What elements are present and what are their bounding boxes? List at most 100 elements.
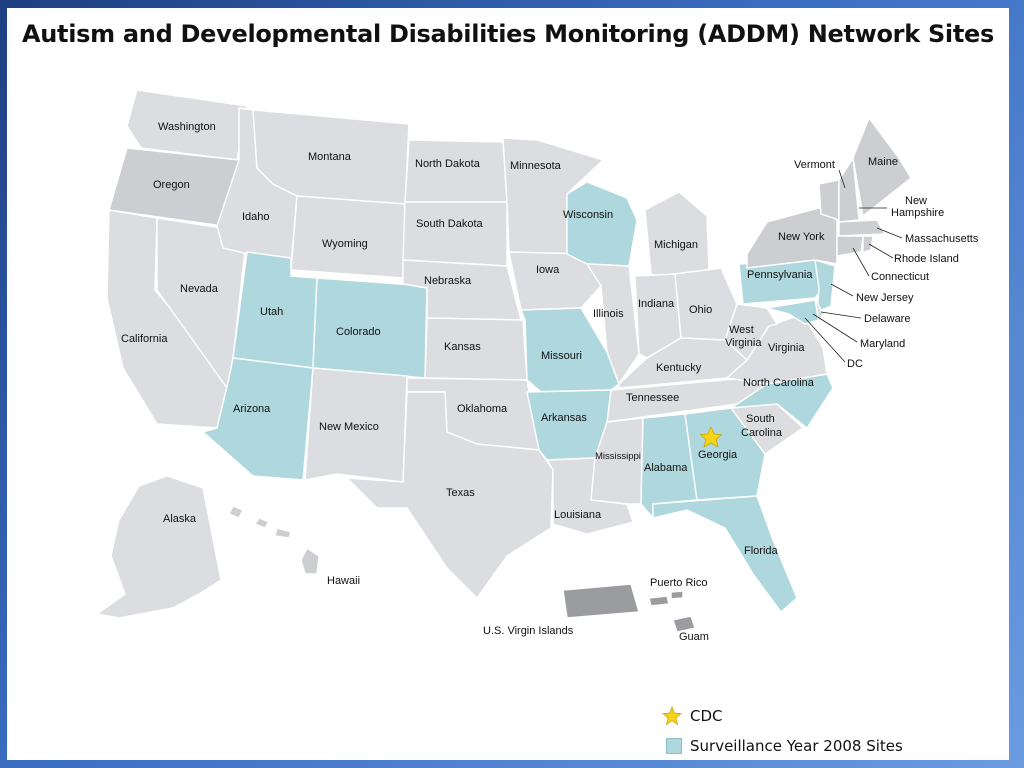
label-north-carolina: North Carolina bbox=[743, 377, 815, 389]
label-virginia: Virginia bbox=[768, 342, 805, 354]
label-arizona: Arizona bbox=[233, 403, 271, 415]
label-kansas: Kansas bbox=[444, 341, 481, 353]
label-wisconsin: Wisconsin bbox=[563, 209, 613, 221]
label-new-jersey: New Jersey bbox=[856, 292, 914, 304]
legend-row-sites: Surveillance Year 2008 Sites bbox=[662, 731, 903, 761]
label-indiana: Indiana bbox=[638, 298, 675, 310]
state-new-jersey bbox=[814, 259, 836, 313]
state-texas bbox=[346, 391, 554, 599]
label-vermont: Vermont bbox=[794, 159, 835, 171]
state-maryland bbox=[766, 299, 820, 325]
label-oklahoma: Oklahoma bbox=[457, 403, 508, 415]
state-maine bbox=[852, 117, 912, 217]
map-title: Autism and Developmental Disabilities Mo… bbox=[22, 20, 994, 48]
label-california: California bbox=[121, 333, 168, 345]
label-mississippi: Mississippi bbox=[595, 451, 641, 462]
label-virgin-islands: U.S. Virgin Islands bbox=[483, 625, 574, 637]
label-pennsylvania: Pennsylvania bbox=[747, 269, 813, 281]
territory-virgin-islands bbox=[648, 590, 684, 607]
territory-puerto-rico bbox=[562, 583, 640, 619]
state-new-hampshire bbox=[838, 157, 860, 223]
label-louisiana: Louisiana bbox=[554, 509, 602, 521]
state-florida bbox=[652, 495, 798, 613]
state-west-virginia bbox=[724, 303, 778, 361]
state-new-mexico bbox=[304, 367, 408, 483]
label-maryland: Maryland bbox=[860, 338, 905, 350]
label-michigan: Michigan bbox=[654, 239, 698, 251]
label-new-hampshire-1: New bbox=[905, 195, 927, 207]
leader-new-jersey bbox=[830, 283, 854, 297]
label-alabama: Alabama bbox=[644, 462, 688, 474]
state-rhode-island bbox=[862, 235, 874, 253]
legend-row-cdc: CDC bbox=[662, 701, 903, 731]
legend-label-sites: Surveillance Year 2008 Sites bbox=[690, 737, 903, 755]
label-west-virginia-1: West bbox=[729, 324, 754, 336]
label-hawaii: Hawaii bbox=[327, 575, 360, 587]
territory-guam bbox=[672, 615, 696, 633]
legend-label-cdc: CDC bbox=[690, 707, 723, 725]
label-north-dakota: North Dakota bbox=[415, 158, 481, 170]
state-wisconsin bbox=[566, 181, 638, 267]
label-south-dakota: South Dakota bbox=[416, 218, 484, 230]
label-minnesota: Minnesota bbox=[510, 160, 562, 172]
label-florida: Florida bbox=[744, 545, 779, 557]
label-south-carolina-2: Carolina bbox=[741, 427, 783, 439]
label-wyoming: Wyoming bbox=[322, 238, 368, 250]
label-kentucky: Kentucky bbox=[656, 362, 702, 374]
label-massachusetts: Massachusetts bbox=[905, 233, 979, 245]
label-arkansas: Arkansas bbox=[541, 412, 587, 424]
label-rhode-island: Rhode Island bbox=[894, 253, 959, 265]
leader-maryland bbox=[812, 313, 858, 343]
label-nebraska: Nebraska bbox=[424, 275, 472, 287]
state-wyoming bbox=[290, 195, 406, 279]
label-maine: Maine bbox=[868, 156, 898, 168]
state-georgia bbox=[684, 407, 766, 501]
label-illinois: Illinois bbox=[593, 308, 624, 320]
island-hawaii-small bbox=[228, 505, 292, 539]
label-west-virginia-2: Virginia bbox=[725, 337, 762, 349]
label-guam: Guam bbox=[679, 631, 709, 643]
label-puerto-rico: Puerto Rico bbox=[650, 577, 707, 589]
legend-swatch-sites bbox=[666, 738, 682, 754]
legend: CDC Surveillance Year 2008 Sites bbox=[662, 701, 903, 761]
label-new-york: New York bbox=[778, 231, 825, 243]
label-south-carolina-1: South bbox=[746, 413, 775, 425]
label-idaho: Idaho bbox=[242, 211, 270, 223]
label-dc: DC bbox=[847, 358, 863, 370]
label-tennessee: Tennessee bbox=[626, 392, 679, 404]
label-montana: Montana bbox=[308, 151, 352, 163]
cdc-star-icon bbox=[699, 426, 723, 448]
leader-massachusetts bbox=[876, 227, 903, 239]
label-utah: Utah bbox=[260, 306, 283, 318]
label-texas: Texas bbox=[446, 487, 475, 499]
leader-vermont bbox=[838, 169, 846, 189]
state-massachusetts bbox=[838, 219, 886, 237]
state-michigan bbox=[644, 191, 710, 279]
state-vermont bbox=[818, 179, 840, 221]
label-missouri: Missouri bbox=[541, 350, 582, 362]
state-north-dakota bbox=[404, 139, 508, 203]
label-alaska: Alaska bbox=[163, 513, 197, 525]
label-colorado: Colorado bbox=[336, 326, 381, 338]
leader-dc bbox=[804, 317, 846, 363]
label-delaware: Delaware bbox=[864, 313, 910, 325]
leader-rhode-island bbox=[868, 243, 894, 259]
state-connecticut bbox=[836, 235, 864, 257]
state-alaska bbox=[96, 475, 222, 619]
label-oregon: Oregon bbox=[153, 179, 190, 191]
label-iowa: Iowa bbox=[536, 264, 560, 276]
label-washington: Washington bbox=[158, 121, 216, 133]
label-connecticut: Connecticut bbox=[871, 271, 929, 283]
label-georgia: Georgia bbox=[698, 449, 738, 461]
us-map: Washington Oregon California Nevada Idah… bbox=[96, 89, 979, 643]
slide: Autism and Developmental Disabilities Mo… bbox=[7, 8, 1009, 760]
label-ohio: Ohio bbox=[689, 304, 712, 316]
leader-delaware bbox=[820, 311, 862, 319]
label-nevada: Nevada bbox=[180, 283, 219, 295]
state-hawaii bbox=[300, 547, 320, 575]
label-new-hampshire-2: Hampshire bbox=[891, 207, 944, 219]
leader-connecticut bbox=[852, 247, 870, 277]
label-new-mexico: New Mexico bbox=[319, 421, 379, 433]
legend-star-icon bbox=[662, 706, 682, 726]
state-south-dakota bbox=[402, 201, 508, 267]
